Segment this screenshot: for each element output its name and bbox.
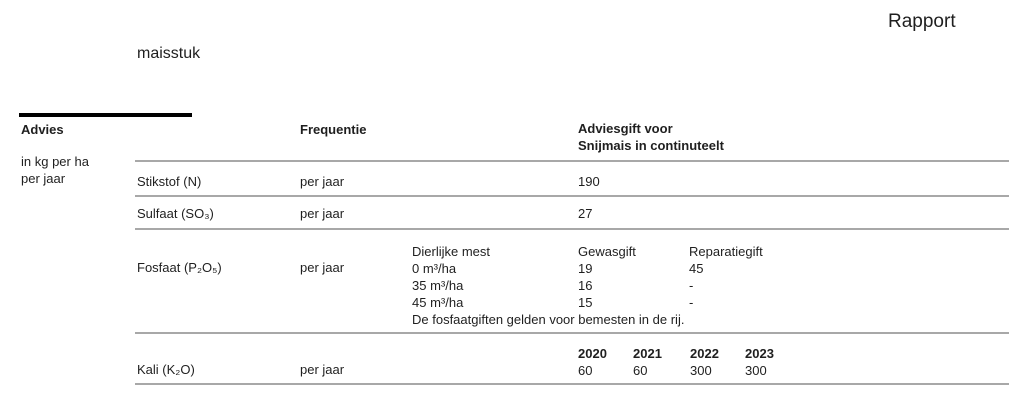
row-value: 190	[578, 174, 600, 189]
advies-unit-line1: in kg per ha	[21, 154, 89, 169]
column-header-adviesgift-line2: Snijmais in continuteelt	[578, 138, 724, 153]
report-label: Rapport	[888, 11, 956, 32]
fosfaat-note: De fosfaatgiften gelden voor bemesten in…	[412, 312, 685, 327]
reparatiegift-value: -	[689, 278, 694, 293]
advies-divider	[19, 113, 192, 117]
kali-year: 2022	[690, 346, 719, 361]
manure-level: 0 m³/ha	[412, 261, 457, 276]
kali-value: 60	[578, 363, 593, 378]
kali-value: 300	[745, 363, 767, 378]
advies-unit-line2: per jaar	[21, 171, 66, 186]
table-rule-3	[135, 332, 1009, 334]
column-header-frequentie: Frequentie	[300, 122, 367, 137]
gewasgift-value: 15	[578, 295, 593, 310]
reparatiegift-value: 45	[689, 261, 704, 276]
row-name: Sulfaat (SO₃)	[137, 206, 214, 221]
table-rule-header	[135, 160, 1009, 162]
row-value: 27	[578, 206, 593, 221]
column-header-adviesgift-line1: Adviesgift voor	[578, 121, 673, 136]
advies-title: Advies	[21, 122, 64, 137]
row-frequency: per jaar	[300, 362, 345, 377]
gewasgift-column: Gewasgift 19 16 15	[578, 243, 636, 311]
gewasgift-value: 19	[578, 261, 593, 276]
kali-value: 300	[690, 363, 712, 378]
kali-year: 2020	[578, 346, 607, 361]
row-frequency: per jaar	[300, 260, 345, 275]
manure-column: Dierlijke mest 0 m³/ha 35 m³/ha 45 m³/ha…	[412, 243, 684, 328]
row-name: Fosfaat (P₂O₅)	[137, 260, 222, 275]
reparatiegift-column: Reparatiegift 45 - -	[689, 243, 763, 311]
row-name: Kali (K₂O)	[137, 362, 195, 377]
table-rule-bottom	[135, 383, 1009, 385]
table-rule-1	[135, 195, 1009, 197]
kali-year: 2023	[745, 346, 774, 361]
kali-value: 60	[633, 363, 648, 378]
field-name: maisstuk	[137, 45, 201, 62]
manure-header: Dierlijke mest	[412, 244, 491, 259]
reparatiegift-value: -	[689, 295, 694, 310]
reparatiegift-header: Reparatiegift	[689, 244, 763, 259]
kali-year: 2021	[633, 346, 662, 361]
row-name: Stikstof (N)	[137, 174, 202, 189]
gewasgift-value: 16	[578, 278, 593, 293]
manure-level: 35 m³/ha	[412, 278, 464, 293]
manure-level: 45 m³/ha	[412, 295, 464, 310]
row-frequency: per jaar	[300, 174, 345, 189]
gewasgift-header: Gewasgift	[578, 244, 636, 259]
row-frequency: per jaar	[300, 206, 345, 221]
table-rule-2	[135, 228, 1009, 230]
